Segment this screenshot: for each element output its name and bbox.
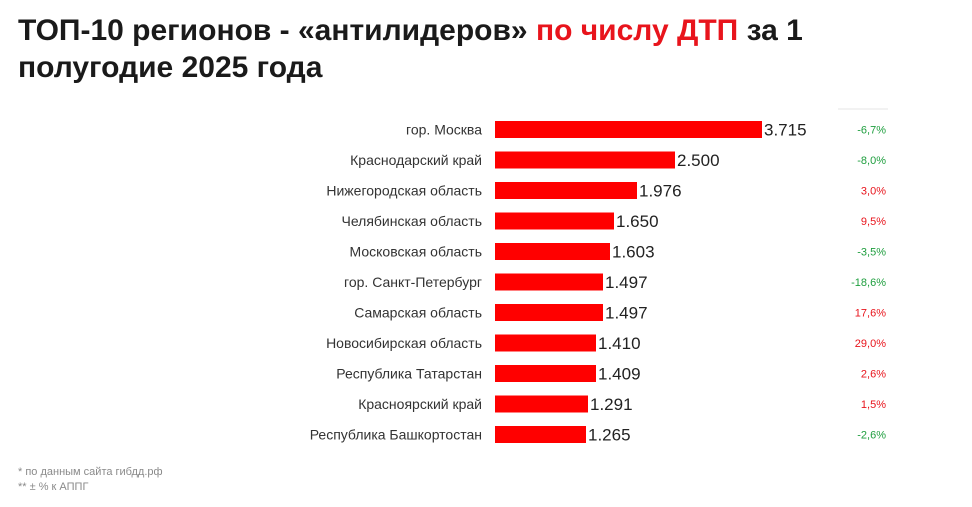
change-label: 29,0% — [855, 338, 886, 350]
value-label: 1.265 — [588, 426, 631, 445]
change-label: -3,5% — [857, 247, 886, 259]
chart-rows: гор. Москва 3.715 -6,7% Краснодарский край 2… — [310, 121, 887, 445]
value-label: 1.650 — [616, 212, 659, 231]
title-part-2: за 1 полугодие 2025 года — [18, 14, 803, 84]
bar — [495, 182, 637, 199]
category-label: Самарская область — [354, 305, 482, 321]
value-label: 1.409 — [598, 365, 641, 384]
value-label: 1.603 — [612, 243, 655, 262]
change-label: 9,5% — [861, 216, 886, 228]
title-accent: по числу ДТП — [535, 14, 739, 47]
footnote-change: ** ± % к АППГ — [18, 481, 89, 493]
bar — [495, 304, 603, 321]
value-label: 1.497 — [605, 304, 648, 323]
bar — [495, 212, 614, 230]
bar — [495, 243, 610, 260]
change-label: 17,6% — [855, 308, 886, 320]
change-label: -18,6% — [851, 277, 886, 289]
chart-title: ТОП-10 регионов - «антилидеров» по числу… — [18, 12, 963, 86]
category-label: гор. Санкт-Петербург — [344, 274, 482, 290]
bar — [495, 395, 588, 413]
category-label: Нижегородская область — [326, 183, 482, 199]
footnotes: * по данным сайта гибдд.рф ** ± % к АППГ — [18, 465, 163, 495]
bar — [495, 426, 586, 443]
category-label: Московская область — [350, 244, 482, 260]
footnote-source: * по данным сайта гибдд.рф — [18, 466, 163, 478]
category-label: Республика Татарстан — [336, 366, 482, 382]
change-label: -2,6% — [857, 430, 886, 442]
bar — [495, 151, 675, 169]
change-label: 3,0% — [861, 186, 886, 198]
value-label: 1.976 — [639, 182, 682, 201]
value-label: 1.291 — [590, 395, 633, 414]
category-label: Челябинская область — [342, 213, 483, 229]
title-part-1: ТОП-10 регионов - «антилидеров» — [18, 14, 536, 47]
value-label: 1.497 — [605, 273, 648, 292]
category-label: Республика Башкортостан — [310, 427, 482, 443]
category-label: гор. Москва — [406, 122, 482, 138]
change-label: -8,0% — [857, 155, 886, 167]
change-label: 1,5% — [861, 399, 886, 411]
value-label: 1.410 — [598, 334, 641, 353]
bar — [495, 365, 596, 382]
value-label: 2.500 — [677, 151, 720, 170]
category-label: Новосибирская область — [326, 335, 482, 351]
change-label: -6,7% — [857, 125, 886, 137]
category-label: Красноярский край — [358, 396, 482, 412]
bar-chart: гор. Москва 3.715 -6,7% Краснодарский край 2… — [310, 108, 888, 445]
value-label: 3.715 — [764, 121, 807, 140]
category-label: Краснодарский край — [350, 152, 482, 168]
bar — [495, 334, 596, 352]
bar — [495, 273, 603, 291]
bar — [495, 121, 762, 138]
change-label: 2,6% — [861, 369, 886, 381]
